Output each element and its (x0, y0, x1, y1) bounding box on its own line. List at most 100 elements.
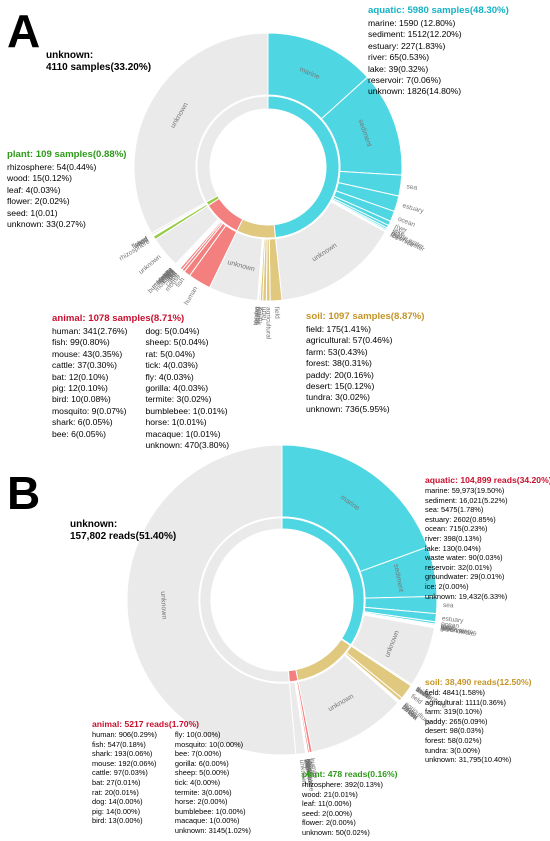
panel-b-unknown-total: unknown: 157,802 reads(51.40%) (70, 519, 176, 543)
panel-a-plant-lines: rhizosphere: 54(0.44%) wood: 15(0.12%) lea… (7, 162, 126, 230)
legend-line: agricultural: 57(0.46%) (306, 335, 393, 346)
legend-line: pig: 12(0.10%) (52, 383, 108, 394)
outside-label-mosquito: mosquito (303, 759, 314, 787)
outside-label-ice: ice (389, 232, 400, 242)
legend-line: sediment: 16,021(5.22%) (425, 495, 508, 505)
outside-label-fish: fish (175, 276, 187, 289)
outside-label-field: field (273, 307, 281, 320)
legend-line: tundra: 3(0.02%) (306, 392, 371, 403)
panel-a-soil-legend: soil: 1097 samples(8.87%) field: 175(1.4… (306, 310, 424, 415)
legend-line: unknown: 31,795(10.40%) (425, 755, 512, 765)
outside-label-reservoir: reservoir (440, 624, 467, 635)
panel-b-aquatic-lines: marine: 59,973(19.50%) sediment: 16,021(5… (425, 486, 550, 601)
legend-line: human: 341(2.76%) (52, 326, 128, 336)
outer-slice-unknown-unknown (126, 444, 297, 756)
legend-line: bee: 6(0.05%) (52, 428, 106, 439)
legend-line: rhizosphere: 392(0.13%) (302, 780, 383, 789)
panel-b-soil-header: soil: 38,490 reads(12.50%) (425, 677, 532, 687)
legend-line: fish: 547(0.18%) (92, 739, 146, 749)
legend-line: bird: 10(0.08%) (52, 394, 111, 405)
legend-line: unknown: 3145(1.02%) (174, 825, 251, 835)
legend-line: paddy: 265(0.09%) (425, 716, 488, 726)
outside-label-pig: pig (303, 759, 311, 769)
legend-line: sediment: 1512(12.20%) (368, 29, 462, 40)
legend-line: paddy: 20(0.16%) (306, 369, 374, 380)
outside-label-shark: shark (305, 758, 315, 776)
outside-label-rat: rat (303, 758, 311, 767)
panel-b-unknown-title: unknown: (70, 519, 118, 530)
panel-b-soil-legend: soil: 38,490 reads(12.50%) field: 4841(1… (425, 676, 532, 765)
panel-a-soil-lines: field: 175(1.41%) agricultural: 57(0.46%)… (306, 324, 424, 415)
legend-line: estuary: 227(1.83%) (368, 40, 446, 51)
legend-line: wood: 15(0.12%) (7, 173, 72, 184)
legend-line: rhizosphere: 54(0.44%) (7, 162, 97, 172)
panel-b-aquatic-legend: aquatic: 104,899 reads(34.20%) marine: 5… (425, 474, 550, 601)
outside-label-ocean: ocean (441, 621, 460, 631)
legend-line: forest: 38(0.31%) (306, 358, 372, 369)
outside-label-unknown: unknown (138, 253, 163, 275)
panel-a-aquatic-lines: marine: 1590 (12.80%) sediment: 1512(12.2… (368, 18, 509, 98)
legend-line: estuary: 2602(0.85%) (425, 514, 496, 524)
legend-line: marine: 1590 (12.80%) (368, 18, 456, 28)
outside-label-lake: lake (392, 226, 406, 238)
outside-label-fly: fly (303, 759, 311, 767)
legend-line: wood: 21(0.01%) (302, 789, 358, 799)
legend-line: tick: 4(0.03%) (145, 360, 199, 371)
legend-line: flower: 2(0.00%) (302, 818, 356, 828)
legend-line: rat: 5(0.04%) (145, 348, 196, 359)
panel-a-unknown-title: unknown: (46, 50, 94, 61)
legend-line: agricultural: 1111(0.36%) (425, 697, 506, 707)
panel-b-letter: B (7, 467, 41, 519)
outside-label-leaf: leaf (414, 686, 427, 698)
center-hole (212, 530, 352, 670)
legend-line: mosquito: 10(0.00%) (174, 739, 244, 749)
outside-label-dog: dog (303, 759, 312, 771)
sunburst-panel-b: marinesedimentseaestuaryoceanriverlakewa… (126, 444, 478, 792)
legend-line: fly: 10(0.00%) (174, 730, 221, 739)
legend-line: waste water: 90(0.03%) (425, 553, 503, 563)
legend-line: bumblebee: 1(0.00%) (174, 806, 246, 816)
legend-line: shark: 193(0.06%) (92, 749, 153, 759)
legend-line: macaque: 1(0.00%) (174, 816, 240, 826)
center-hole (211, 110, 325, 224)
panel-a-animal-legend: animal: 1078 samples(8.71%) human: 341(2… (52, 312, 247, 451)
outside-label-lake: lake (440, 623, 453, 632)
legend-line: horse: 2(0.00%) (174, 797, 228, 807)
outer-label-unknown: unknown (159, 591, 167, 619)
legend-line: bat: 12(0.10%) (52, 371, 109, 382)
inner-slice-unknown (199, 517, 290, 683)
panel-a-aquatic-header: aquatic: 5980 samples(48.30%) (368, 5, 509, 16)
legend-line: tick: 4(0.00%) (174, 777, 221, 787)
legend-line: unknown: 19,432(6.33%) (425, 591, 508, 601)
legend-line: ocean: 715(0.23%) (425, 524, 488, 534)
outside-label-estuary: estuary (441, 615, 464, 625)
outside-label-sea: sea (406, 183, 418, 191)
legend-line: sheep: 5(0.00%) (174, 768, 230, 778)
legend-line: unknown: 1826(14.80%) (368, 86, 462, 97)
legend-line: forest: 58(0.02%) (425, 735, 482, 745)
legend-line: unknown: 33(0.27%) (7, 219, 86, 230)
outside-label-paddy: paddy (255, 306, 263, 325)
outside-label-human: human (308, 758, 319, 779)
panel-b-plant-lines: rhizosphere: 392(0.13%) wood: 21(0.01%) le… (302, 780, 398, 838)
legend-line: lake: 130(0.04%) (425, 543, 481, 553)
outside-label-gorilla: gorilla (303, 759, 313, 778)
legend-line: reservoir: 32(0.01%) (425, 562, 492, 572)
outside-label-bat: bat (303, 758, 311, 768)
legend-line: leaf: 4(0.03%) (7, 184, 61, 195)
panel-a-animal-col1: human: 341(2.76%) fish: 99(0.80%) mouse: 4… (52, 326, 127, 451)
outside-label-farm: farm (261, 306, 268, 320)
outside-label-horse: horse (303, 759, 312, 777)
legend-line: sea: 5475(1.78%) (425, 505, 484, 515)
panel-a-aquatic-legend: aquatic: 5980 samples(48.30%) marine: 15… (368, 4, 509, 98)
inner-slice-animal (287, 669, 299, 683)
outside-label-estuary: estuary (402, 202, 425, 215)
outer-slice-aquatic-marine (281, 444, 429, 573)
outside-label-ice: ice (440, 626, 450, 634)
legend-line: seed: 2(0.00%) (302, 808, 353, 818)
legend-line: river: 398(0.13%) (425, 533, 482, 543)
outside-label-pig: pig (167, 269, 178, 280)
legend-line: groundwater: 29(0.01%) (425, 572, 505, 582)
